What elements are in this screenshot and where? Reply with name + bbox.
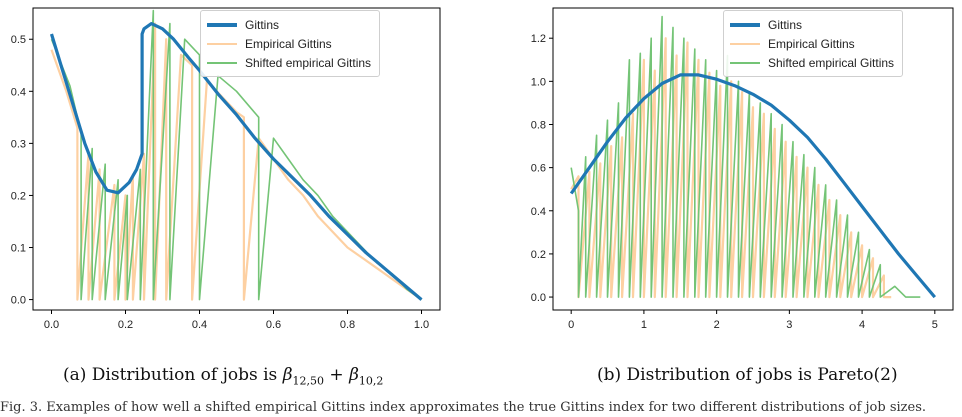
caption-a-sub1: 12,50	[292, 374, 325, 388]
legend-b-shifted: Shifted empirical Gittins	[730, 53, 894, 72]
chart-b-xtick-label: 2	[714, 319, 720, 331]
legend-a-gittins: Gittins	[207, 15, 371, 34]
caption-a-prefix: (a) Distribution of jobs is	[63, 365, 283, 385]
legend-a-gittins-label: Gittins	[245, 17, 280, 32]
legend-b-empirical-swatch	[730, 42, 760, 45]
chart-a-ytick-label: 0.2	[11, 190, 26, 202]
chart-b-ytick-label: 0.8	[531, 119, 546, 131]
chart-a-xtick-label: 1.0	[414, 319, 429, 331]
chart-b-xtick-label: 3	[786, 319, 792, 331]
legend-b-shifted-label: Shifted empirical Gittins	[768, 55, 895, 70]
legend-a-shifted-label: Shifted empirical Gittins	[245, 55, 372, 70]
legend-a-shifted: Shifted empirical Gittins	[207, 53, 371, 72]
chart-b-series-gittins	[569, 73, 937, 299]
chart-b-series-empirical-gittins	[570, 37, 892, 299]
chart-b-ytick-label: 0.4	[531, 206, 546, 218]
chart-a-ytick-label: 0.1	[11, 243, 26, 255]
chart-b-ytick-label: 1.2	[531, 33, 546, 45]
chart-b-xtick-label: 1	[641, 319, 647, 331]
caption-a-beta: β	[282, 365, 293, 385]
legend-a-empirical: Empirical Gittins	[207, 34, 371, 53]
legend-a-empirical-label: Empirical Gittins	[245, 36, 332, 51]
figure-body-text: Fig. 3. Examples of how well a shifted e…	[0, 400, 927, 415]
chart-b-ytick-label: 0.2	[531, 249, 546, 261]
chart-b-xtick-label: 4	[859, 319, 865, 331]
caption-a-plus: + β	[324, 365, 359, 385]
legend-b-empirical: Empirical Gittins	[730, 34, 894, 53]
chart-a-xtick-label: 0.6	[266, 319, 281, 331]
chart-b-ytick-label: 1.0	[531, 76, 546, 88]
chart-a-ytick-label: 0.5	[11, 34, 26, 46]
caption-b: (b) Distribution of jobs is Pareto(2)	[597, 365, 898, 385]
legend-a-empirical-swatch	[207, 42, 237, 45]
legend-b: Gittins Empirical Gittins Shifted empiri…	[723, 10, 904, 77]
chart-b-xtick-label: 5	[932, 319, 938, 331]
caption-b-text: (b) Distribution of jobs is Pareto(2)	[597, 365, 898, 385]
chart-b-ytick-label: 0.6	[531, 163, 546, 175]
chart-b-ytick-label: 0.0	[531, 292, 546, 304]
legend-a-shifted-swatch	[207, 61, 237, 64]
chart-a-ytick-label: 0.3	[11, 138, 26, 150]
chart-a-xtick-label: 0.4	[192, 319, 207, 331]
caption-a: (a) Distribution of jobs is β12,50 + β10…	[63, 365, 383, 387]
chart-a-ytick-label: 0.0	[11, 295, 26, 307]
legend-b-gittins-label: Gittins	[768, 17, 803, 32]
legend-b-gittins-swatch	[730, 22, 760, 27]
chart-a-ytick-label: 0.4	[11, 86, 26, 98]
legend-a-gittins-swatch	[207, 22, 237, 27]
chart-b-xtick-label: 0	[568, 319, 574, 331]
legend-b-empirical-label: Empirical Gittins	[768, 36, 855, 51]
legend-b-gittins: Gittins	[730, 15, 894, 34]
caption-a-sub2: 10,2	[358, 374, 384, 388]
legend-b-shifted-swatch	[730, 61, 760, 64]
chart-a-xtick-label: 0.0	[44, 319, 59, 331]
chart-a-xtick-label: 0.8	[340, 319, 355, 331]
chart-a-xtick-label: 0.2	[118, 319, 133, 331]
legend-a: Gittins Empirical Gittins Shifted empiri…	[200, 10, 381, 77]
